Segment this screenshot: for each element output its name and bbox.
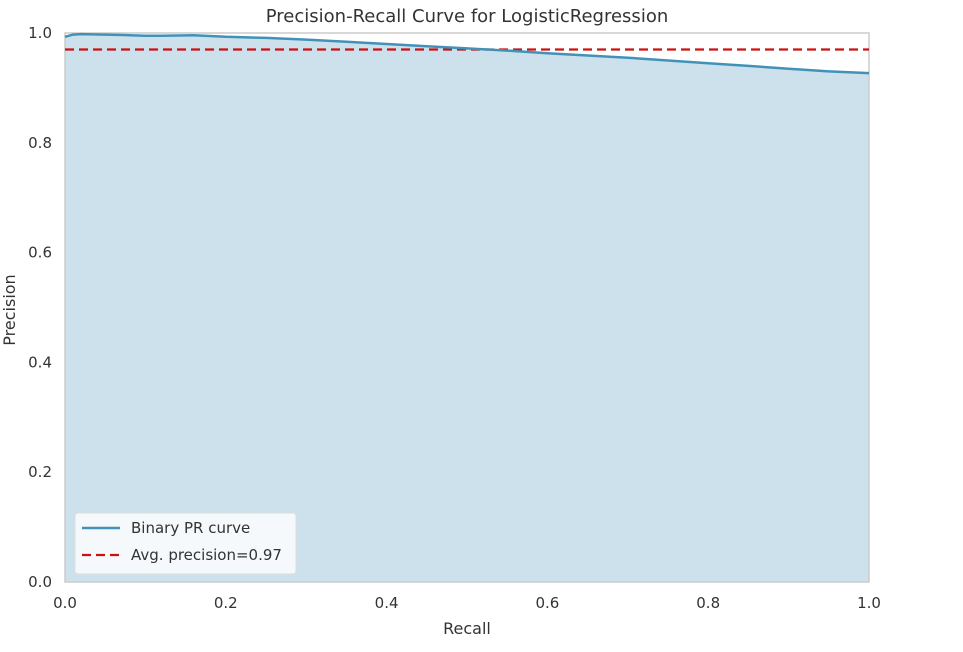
y-tick-label: 0.0: [28, 573, 52, 591]
y-tick-label: 1.0: [28, 24, 52, 42]
x-tick-label: 1.0: [857, 594, 881, 612]
legend-label-pr-curve: Binary PR curve: [131, 519, 250, 537]
pr-curve-area-fill: [65, 34, 869, 583]
legend: Binary PR curve Avg. precision=0.97: [74, 512, 297, 575]
y-axis-label: Precision: [0, 274, 19, 345]
plot-area: [64, 32, 870, 583]
y-tick-label: 0.8: [28, 134, 52, 152]
y-tick-label: 0.4: [28, 353, 52, 371]
y-tick-label: 0.2: [28, 463, 52, 481]
y-tick-label: 0.6: [28, 244, 52, 262]
y-axis-ticks: 0.0 0.2 0.4 0.6 0.8 1.0: [28, 24, 52, 591]
x-axis-label: Recall: [443, 619, 491, 638]
x-tick-label: 0.8: [696, 594, 720, 612]
x-tick-label: 0.2: [214, 594, 238, 612]
x-axis-ticks: 0.0 0.2 0.4 0.6 0.8 1.0: [53, 594, 881, 612]
legend-label-avg-precision: Avg. precision=0.97: [131, 546, 282, 564]
chart-title: Precision-Recall Curve for LogisticRegre…: [266, 6, 668, 27]
pr-curve-line: [64, 32, 870, 75]
x-tick-label: 0.0: [53, 594, 77, 612]
legend-box: [74, 512, 297, 575]
plot-frame: [64, 32, 870, 583]
x-tick-label: 0.4: [375, 594, 399, 612]
x-tick-label: 0.6: [535, 594, 559, 612]
